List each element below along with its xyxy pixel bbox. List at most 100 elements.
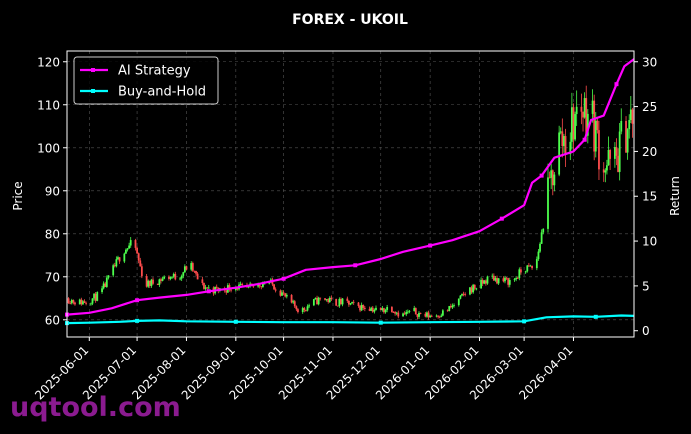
candle-body — [93, 293, 95, 299]
plot-frame — [66, 50, 635, 338]
candle-body — [526, 265, 529, 272]
legend-swatch-marker — [91, 89, 95, 93]
candle-body — [527, 265, 530, 267]
candle-body — [539, 243, 541, 252]
candle-body — [497, 278, 500, 284]
candle-body — [257, 283, 260, 287]
y-tick-label-right: 15 — [642, 190, 657, 204]
candle-body — [319, 297, 322, 299]
candle-body — [338, 299, 341, 307]
candle-body — [360, 304, 363, 311]
candle-body — [449, 306, 452, 308]
candle-body — [314, 297, 317, 300]
candle-body — [368, 308, 371, 311]
candle-body — [195, 270, 197, 274]
y-tick-label-left: 110 — [37, 98, 60, 112]
candle-body — [504, 277, 506, 282]
candle-body — [507, 278, 510, 285]
candle-body — [312, 299, 315, 306]
candle-body — [446, 310, 449, 312]
candle-body — [580, 106, 583, 112]
legend-swatch-marker — [91, 68, 95, 72]
candle-body — [104, 283, 107, 287]
candle-body — [327, 299, 330, 303]
candle-body — [274, 289, 277, 291]
return-line-buy-and-hold — [66, 314, 635, 325]
candle-body — [115, 259, 118, 267]
candle-body — [273, 284, 275, 290]
return-marker — [233, 319, 238, 324]
candle-body — [284, 293, 287, 297]
y-tick-label-right: 25 — [642, 100, 657, 114]
return-marker — [428, 243, 433, 248]
legend-label: Buy-and-Hold — [118, 85, 206, 100]
candle-body — [563, 136, 565, 147]
candle-body — [91, 298, 94, 304]
candle-body — [553, 174, 556, 186]
candle-body — [505, 277, 508, 279]
candle-body — [174, 273, 177, 280]
candle-body — [349, 303, 352, 305]
candle-body — [392, 312, 395, 313]
candle-body — [529, 265, 532, 267]
candle-body — [475, 288, 478, 290]
legend-label: AI Strategy — [118, 64, 191, 79]
candle-body — [128, 245, 131, 249]
candle-body — [437, 315, 439, 317]
candle-body — [453, 305, 455, 306]
candle-body — [618, 131, 621, 172]
x-tick-label: 2026-04-01 — [516, 343, 575, 402]
candle-body — [82, 301, 84, 305]
candle-body — [282, 292, 285, 294]
candle-body — [491, 275, 494, 277]
return-marker — [206, 289, 211, 294]
candle-body — [203, 282, 205, 289]
candle-body — [359, 305, 361, 311]
candle-body — [427, 312, 430, 318]
candle-body — [207, 287, 210, 289]
candle-body — [518, 269, 521, 279]
candle-body — [340, 299, 342, 305]
return-marker — [135, 318, 140, 323]
candle-body — [171, 276, 174, 278]
return-marker — [378, 320, 383, 325]
y-axis-label-left: Price — [11, 181, 25, 210]
candle-body — [371, 307, 374, 312]
candle-body — [335, 299, 338, 306]
candle-body — [148, 280, 151, 286]
candle-body — [386, 307, 389, 310]
return-marker — [353, 263, 358, 268]
candle-body — [293, 301, 296, 307]
candle-body — [602, 169, 605, 173]
candle-body — [441, 310, 444, 316]
line-series-layer — [65, 58, 635, 326]
candle-body — [606, 165, 608, 171]
candle-body — [185, 266, 188, 270]
candle-body — [290, 294, 293, 303]
candle-body — [258, 283, 261, 287]
candle-body — [628, 120, 631, 130]
y-tick-label-left: 80 — [45, 227, 60, 241]
candle-body — [559, 131, 562, 133]
return-marker — [499, 216, 504, 221]
candle-body — [419, 312, 422, 314]
candle-body — [351, 301, 353, 304]
candle-body — [586, 113, 589, 136]
candle-body — [383, 308, 385, 313]
candle-body — [550, 170, 553, 178]
y-tick-label-right: 30 — [642, 55, 657, 69]
return-marker — [593, 314, 598, 319]
candle-body — [206, 287, 209, 289]
candle-body — [430, 315, 433, 317]
candle-body — [520, 269, 522, 273]
candle-body — [341, 298, 344, 305]
candle-body — [190, 263, 193, 270]
candle-body — [406, 311, 409, 313]
candle-body — [301, 308, 304, 313]
candle-body — [537, 251, 540, 260]
candle-body — [172, 273, 175, 277]
candle-body — [129, 240, 132, 246]
candle-body — [139, 260, 142, 267]
candle-body — [67, 298, 70, 304]
